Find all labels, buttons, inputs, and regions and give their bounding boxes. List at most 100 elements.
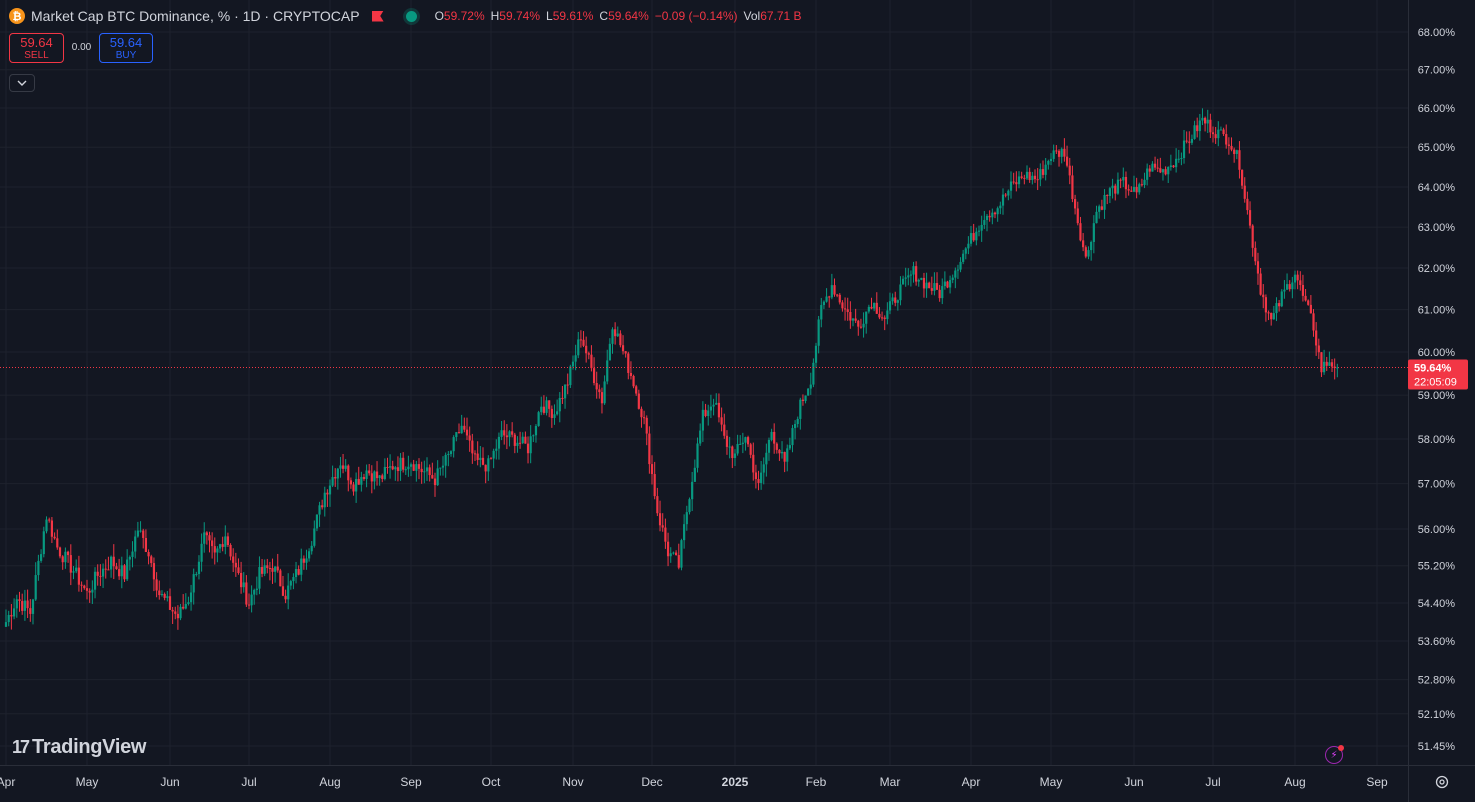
candle-body	[852, 318, 854, 320]
candle-body	[569, 366, 571, 385]
x-tick-label: Sep	[400, 775, 422, 789]
candle-body	[609, 344, 611, 361]
candle-body	[670, 553, 672, 556]
candle-body	[437, 468, 439, 485]
candle-body	[1055, 150, 1057, 151]
buy-button[interactable]: 59.64 BUY	[99, 33, 153, 63]
candle-body	[1209, 120, 1211, 133]
lightning-icon[interactable]: ⚡	[1325, 746, 1343, 764]
candle-body	[1042, 169, 1044, 175]
market-status-icon[interactable]	[406, 11, 417, 22]
candle-body	[894, 297, 896, 302]
candle-body	[40, 554, 42, 561]
candle-body	[651, 464, 653, 474]
candle-body	[394, 467, 396, 469]
x-tick-label: 2025	[722, 775, 749, 789]
candle-body	[1109, 188, 1111, 196]
symbol-title[interactable]: Market Cap BTC Dominance, % · 1D · CRYPT…	[31, 8, 360, 24]
candle-body	[553, 414, 555, 418]
x-tick-label: Jul	[1205, 775, 1220, 789]
collapse-legend-button[interactable]	[9, 74, 35, 92]
candle-body	[24, 601, 26, 611]
y-tick-label: 59.00%	[1418, 390, 1456, 402]
candle-body	[1136, 187, 1138, 192]
candle-body	[812, 363, 814, 385]
candle-body	[710, 407, 712, 411]
candle-body	[825, 296, 827, 301]
candle-body	[928, 283, 930, 288]
candle-body	[402, 458, 404, 470]
candle-body	[392, 466, 394, 469]
flag-icon[interactable]	[372, 11, 384, 22]
candle-body	[72, 571, 74, 572]
candle-body	[540, 407, 542, 412]
candle-body	[332, 477, 334, 486]
candle-body	[1191, 139, 1193, 143]
candle-body	[828, 296, 830, 297]
candle-body	[747, 437, 749, 444]
candle-body	[1331, 362, 1333, 366]
candle-body	[511, 431, 513, 434]
candle-body	[70, 555, 72, 573]
candle-body	[860, 327, 862, 328]
candle-body	[329, 486, 331, 495]
candle-body	[656, 496, 658, 513]
candle-body	[752, 455, 754, 473]
candle-body	[1273, 313, 1275, 319]
candle-body	[508, 431, 510, 437]
candle-body	[493, 451, 495, 459]
candle-body	[324, 493, 326, 508]
candle-body	[1233, 150, 1235, 154]
candle-body	[973, 233, 975, 240]
candle-body	[1066, 157, 1068, 166]
candle-body	[352, 484, 354, 491]
candle-body	[479, 458, 481, 460]
candle-body	[1180, 158, 1182, 159]
candle-body	[580, 339, 582, 340]
candle-body	[944, 282, 946, 287]
candle-body	[590, 355, 592, 368]
candle-body	[376, 471, 378, 478]
candle-body	[907, 275, 909, 277]
y-tick-label: 51.45%	[1418, 741, 1456, 753]
candle-body	[86, 588, 88, 591]
candle-body	[1034, 176, 1036, 179]
candle-body	[847, 309, 849, 312]
candle-body	[910, 275, 912, 276]
candle-body	[240, 573, 242, 587]
candle-body	[680, 540, 682, 567]
candle-body	[1326, 362, 1328, 366]
candle-body	[190, 592, 192, 602]
candle-body	[712, 405, 714, 407]
candle-body	[355, 479, 357, 492]
candle-body	[413, 464, 415, 471]
candle-body	[577, 339, 579, 355]
candle-body	[965, 248, 967, 253]
candle-body	[1294, 275, 1296, 283]
candle-body	[506, 435, 508, 437]
candle-body	[187, 602, 189, 604]
x-tick-label: Nov	[562, 775, 583, 789]
candle-body	[264, 565, 266, 574]
ohlc-value: 59.61%	[553, 9, 594, 23]
candle-body	[1328, 362, 1330, 366]
candle-body	[664, 528, 666, 542]
sell-button[interactable]: 59.64 SELL	[9, 33, 64, 63]
candle-body	[298, 569, 300, 575]
candle-body	[1018, 176, 1020, 184]
candle-body	[469, 435, 471, 440]
candle-body	[177, 614, 179, 618]
candle-body	[266, 565, 268, 568]
candle-body	[503, 430, 505, 435]
candle-body	[16, 599, 18, 608]
candle-body	[1063, 149, 1065, 157]
tradingview-logo[interactable]: 17 TradingView	[12, 736, 146, 759]
candle-body	[731, 447, 733, 459]
candle-body	[802, 400, 804, 401]
candle-body	[596, 383, 598, 389]
gear-icon[interactable]	[1434, 774, 1450, 790]
candle-body	[833, 285, 835, 294]
candle-body	[1074, 199, 1076, 208]
candle-body	[10, 615, 12, 616]
